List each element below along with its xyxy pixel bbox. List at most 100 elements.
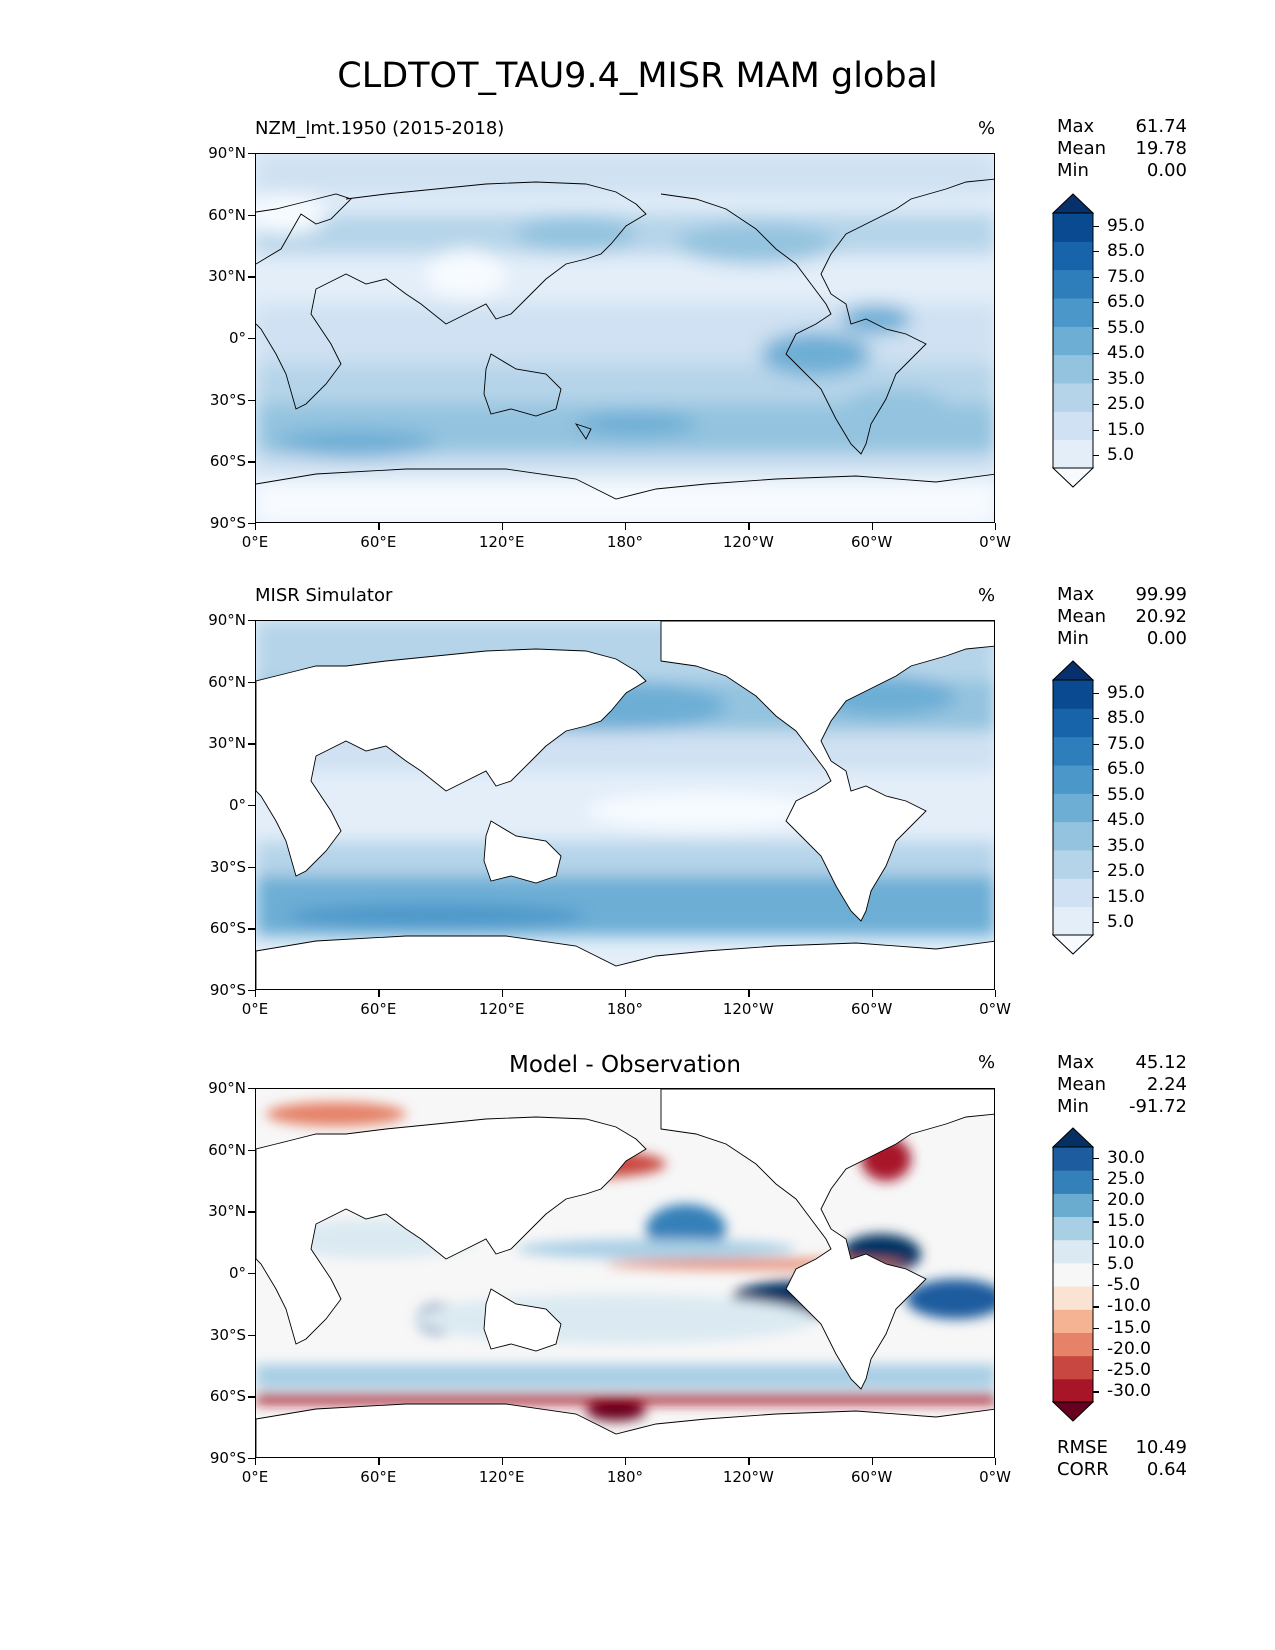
colorbar-segment	[1053, 326, 1093, 356]
stat-max-label: Max	[1057, 116, 1095, 137]
xtick-label: 120°W	[722, 1468, 774, 1486]
xtick-label: 120°E	[478, 1000, 525, 1018]
colorbar-tick-mark	[1093, 1327, 1099, 1329]
xtick-label: 60°W	[850, 1468, 893, 1486]
colorbar-segment	[1053, 878, 1093, 908]
colorbar-segment	[1053, 1355, 1093, 1380]
colorbar-tick-mark	[1093, 1200, 1099, 1202]
stat-rmse-label: RMSE	[1057, 1437, 1108, 1458]
ytick-mark	[248, 1149, 255, 1151]
colorbar-frame	[1052, 679, 1094, 936]
colorbar-tick-label: -5.0	[1107, 1275, 1141, 1296]
xtick-mark	[748, 1458, 750, 1465]
colorbar-tick-mark	[1093, 1285, 1099, 1287]
colorbar-tick-label: 25.0	[1107, 861, 1145, 882]
panel3-map	[255, 1088, 995, 1458]
colorbar-segment	[1053, 765, 1093, 794]
stat-mean-value: 20.92	[1135, 606, 1187, 627]
colorbar-tick-label: 30.0	[1107, 1147, 1145, 1168]
colorbar-segment	[1053, 383, 1093, 412]
ytick-mark	[248, 399, 255, 401]
panel3-unit: %	[978, 1052, 996, 1073]
xtick-mark	[625, 1458, 627, 1465]
xtick-mark	[995, 1458, 997, 1465]
colorbar-tick-label: 75.0	[1107, 733, 1145, 754]
colorbar-tick-label: -20.0	[1107, 1338, 1151, 1359]
colorbar-tick-mark	[1093, 1370, 1099, 1372]
ytick-mark	[248, 620, 255, 622]
ytick-label: 90°S	[209, 514, 246, 532]
ytick-label: 0°	[228, 329, 246, 347]
ytick-mark	[248, 338, 255, 340]
ytick-mark	[248, 276, 255, 278]
xtick-mark	[995, 990, 997, 997]
panel1-stats: Max 61.74 Mean 19.78 Min 0.00	[1057, 116, 1187, 182]
colorbar-frame	[1052, 212, 1094, 469]
stat-max-value: 45.12	[1135, 1052, 1187, 1073]
panel3-title: Model - Observation	[508, 1052, 742, 1078]
ytick-label: 30°S	[209, 1325, 246, 1344]
ytick-mark	[248, 681, 255, 683]
panel1-map	[255, 153, 995, 523]
stat-max-value: 61.74	[1135, 116, 1187, 137]
panel1-title: NZM_lmt.1950 (2015-2018)	[255, 118, 505, 139]
colorbar-tick-label: 15.0	[1107, 886, 1145, 907]
ytick-label: 60°S	[209, 1387, 246, 1406]
xtick-mark	[995, 523, 997, 530]
colorbar-segment	[1053, 213, 1093, 242]
colorbar-tick-label: 35.0	[1107, 368, 1145, 389]
colorbar-tick-mark	[1093, 922, 1099, 924]
xtick-label: 0°E	[241, 1000, 269, 1018]
stat-corr-label: CORR	[1057, 1459, 1109, 1480]
colorbar-tick-label: 65.0	[1107, 292, 1145, 313]
ytick-label: 90°N	[208, 144, 246, 162]
xtick-mark	[255, 1458, 257, 1465]
ytick-mark	[248, 1211, 255, 1213]
colorbar-tick-label: 55.0	[1107, 317, 1145, 338]
ytick-mark	[248, 743, 255, 745]
colorbar-segment	[1053, 1378, 1093, 1403]
colorbar-tick-mark	[1093, 692, 1099, 694]
colorbar-extend-max	[1052, 1127, 1095, 1148]
stat-rmse-value: 10.49	[1135, 1437, 1187, 1458]
colorbar-tick-mark	[1093, 1157, 1099, 1159]
xtick-mark	[255, 523, 257, 530]
xtick-label: 60°W	[850, 533, 893, 551]
stat-min-label: Min	[1057, 160, 1089, 181]
xtick-mark	[871, 523, 873, 530]
colorbar-segment	[1053, 269, 1093, 299]
xtick-label: 0°E	[241, 533, 269, 551]
colorbar-segment	[1053, 241, 1093, 271]
colorbar-tick-mark	[1093, 845, 1099, 847]
xtick-label: 60°E	[360, 533, 397, 551]
xtick-label: 120°W	[722, 1000, 774, 1018]
ytick-label: 30°N	[208, 734, 246, 753]
colorbar-segment	[1053, 439, 1093, 469]
colorbar-tick-mark	[1093, 1263, 1099, 1266]
xtick-label: 120°E	[478, 533, 525, 551]
colorbar-tick-mark	[1093, 896, 1099, 898]
colorbar-tick-mark	[1093, 1348, 1099, 1351]
colorbar-tick-mark	[1093, 1391, 1099, 1393]
colorbar-tick-label: -10.0	[1107, 1296, 1151, 1317]
stat-mean-label: Mean	[1057, 138, 1107, 159]
xtick-mark	[625, 523, 627, 530]
colorbar-tick-mark	[1093, 429, 1099, 431]
xtick-label: 60°W	[850, 1000, 893, 1018]
stat-mean-value: 2.24	[1146, 1074, 1187, 1095]
colorbar-tick-mark	[1093, 1178, 1099, 1181]
colorbar-tick-label: 55.0	[1107, 784, 1145, 805]
colorbar-tick-mark	[1093, 276, 1099, 278]
colorbar-tick-mark	[1093, 820, 1099, 822]
colorbar-tick-mark	[1093, 871, 1099, 873]
stat-min-value: 0.00	[1146, 160, 1187, 181]
panel2-colorbar	[1052, 660, 1095, 955]
colorbar-segment	[1053, 850, 1093, 879]
stat-mean-value: 19.78	[1135, 138, 1187, 159]
xtick-mark	[748, 523, 750, 530]
colorbar-extend-min	[1052, 934, 1095, 955]
colorbar-segment	[1053, 1332, 1093, 1357]
colorbar-tick-mark	[1093, 1242, 1099, 1244]
colorbar-segment	[1053, 793, 1093, 823]
colorbar-segment	[1053, 736, 1093, 766]
